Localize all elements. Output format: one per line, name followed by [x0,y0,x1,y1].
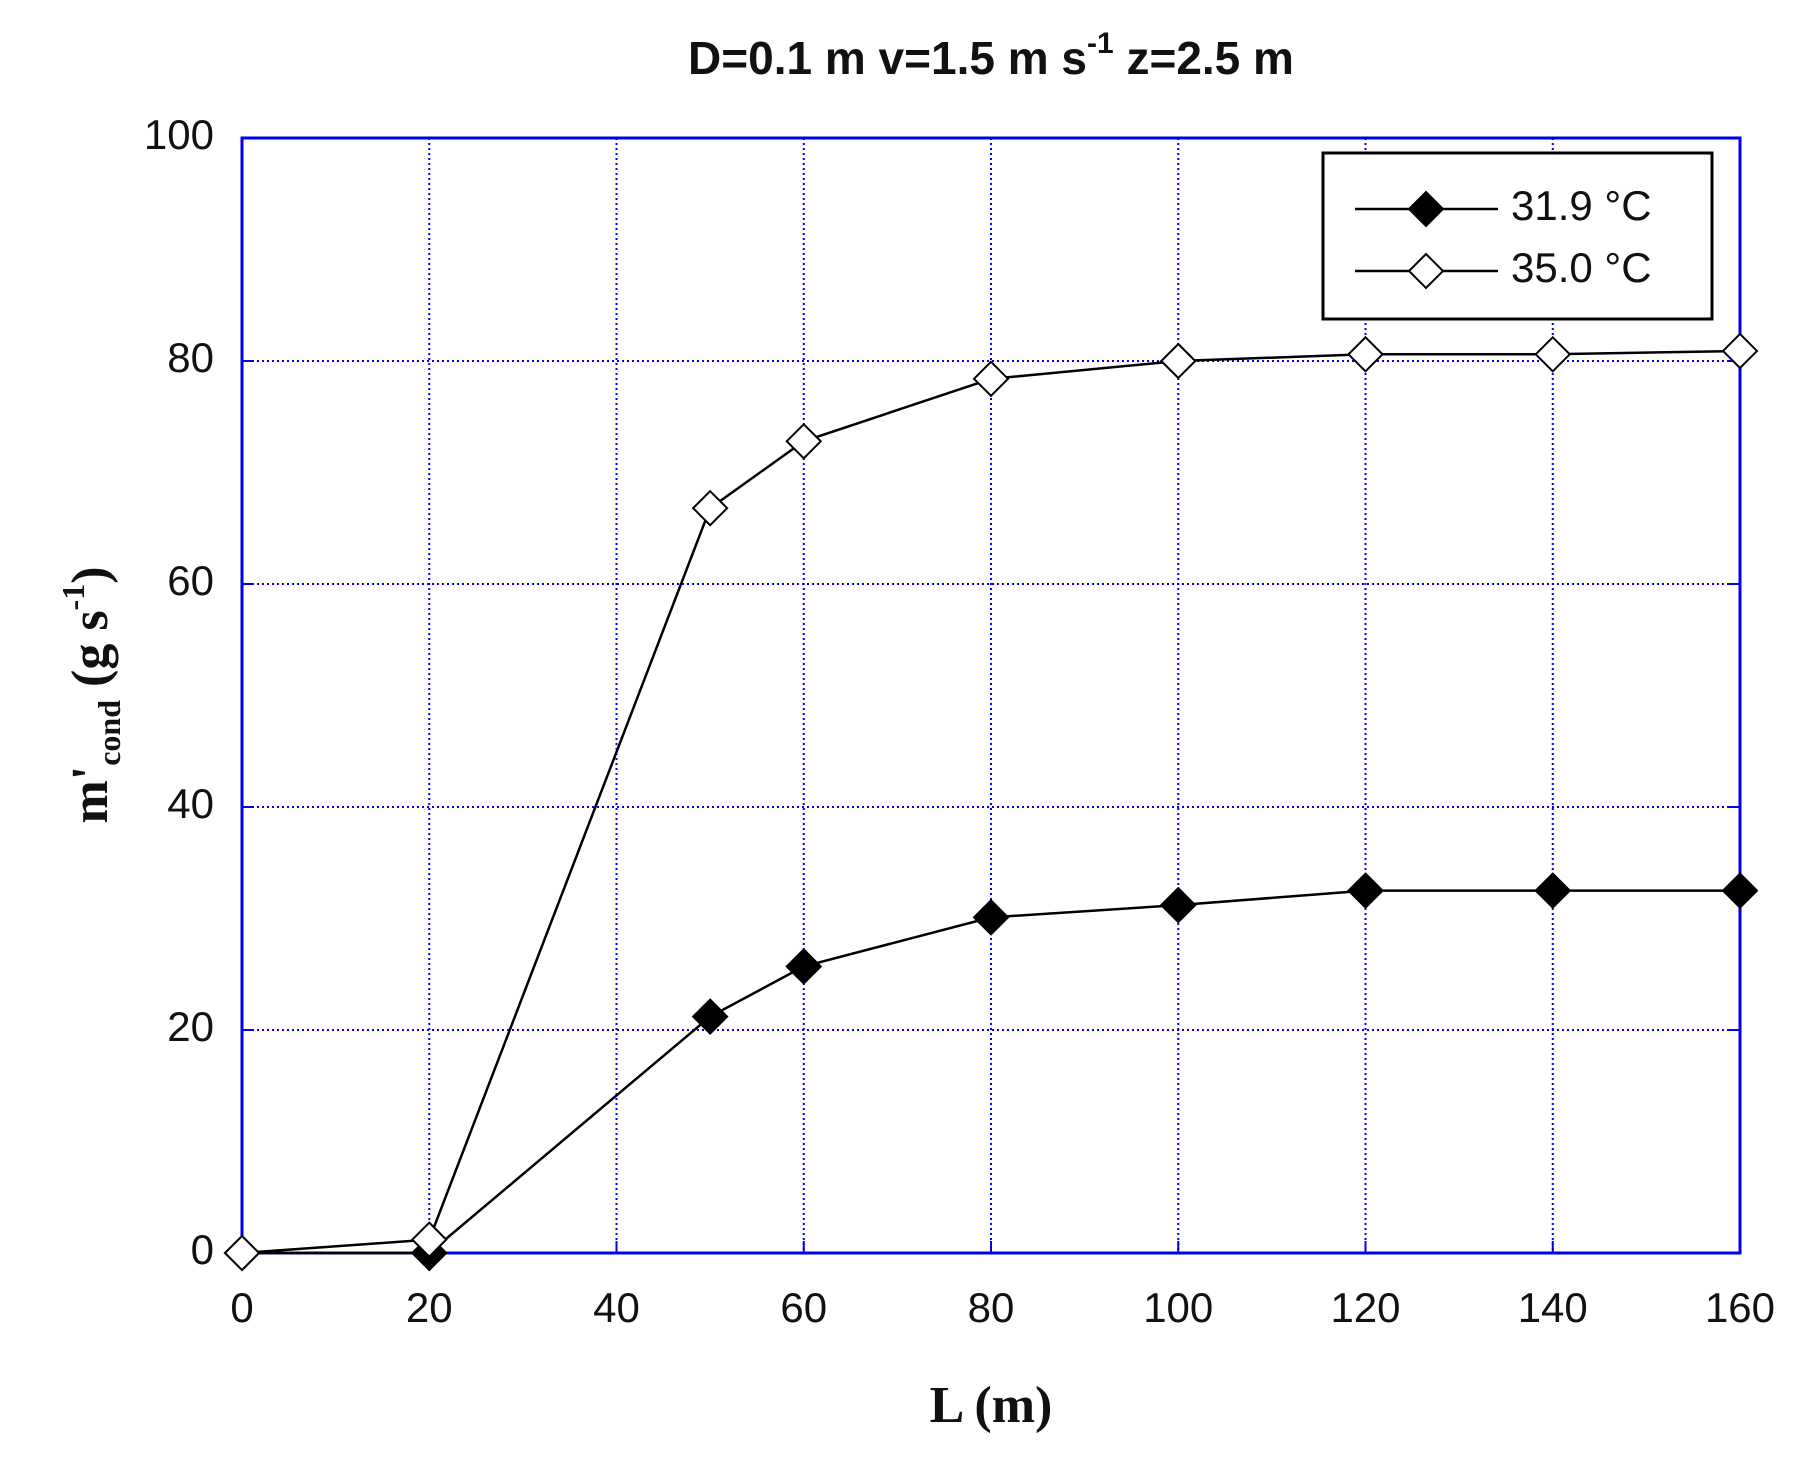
legend-marker [1407,252,1445,290]
legend-box [1321,151,1714,321]
y-tick-label: 20 [167,1003,214,1050]
data-point [1721,332,1759,370]
y-tick-label: 40 [167,780,214,827]
data-point [1159,342,1197,380]
title-part: D=0.1 m v=1.5 m s [688,32,1087,84]
plot-frame [240,136,1742,1255]
data-point [1534,872,1572,910]
x-tick-label: 80 [968,1284,1015,1331]
y-label-part: -1 [55,584,91,611]
data-point [1159,886,1197,924]
y-tick-label: 100 [144,111,214,158]
data-point [972,360,1010,398]
x-tick-label: 100 [1143,1284,1213,1331]
data-point [223,1234,261,1272]
data-point [1534,335,1572,373]
data-point [691,489,729,527]
data-point [785,422,823,460]
y-label-part: ) [62,566,119,583]
y-label-part: m' [62,766,119,824]
title-part: -1 [1087,27,1114,60]
data-point [972,898,1010,936]
y-tick-label: 60 [167,557,214,604]
data-point [691,998,729,1036]
data-point [410,1221,448,1259]
x-tick-label: 40 [593,1284,640,1331]
y-label-part: (g s [62,610,119,700]
x-axis-label: L (m) [930,1377,1053,1434]
title-part: z=2.5 m [1114,32,1294,84]
data-point [1347,872,1384,910]
x-tick-label: 20 [406,1284,453,1331]
y-tick-label: 0 [191,1226,214,1273]
x-tick-label: 0 [230,1284,253,1331]
x-tick-label: 160 [1705,1284,1775,1331]
legend-label: 31.9 °C [1511,182,1652,229]
x-tick-label: 120 [1330,1284,1400,1331]
data-point [1721,872,1759,910]
x-tick-label: 140 [1518,1284,1588,1331]
legend-label: 35.0 °C [1511,244,1652,291]
data-point [785,948,823,985]
x-tick-label: 60 [780,1284,827,1331]
series-line [241,349,1741,1255]
y-axis-label: m'cond (g s-1) [55,566,127,823]
chart-title: D=0.1 m v=1.5 m s-1 z=2.5 m [688,27,1294,84]
data-point [1347,335,1384,373]
y-tick-label: 80 [167,334,214,381]
y-label-part: cond [91,700,127,766]
legend-marker [1407,190,1445,228]
